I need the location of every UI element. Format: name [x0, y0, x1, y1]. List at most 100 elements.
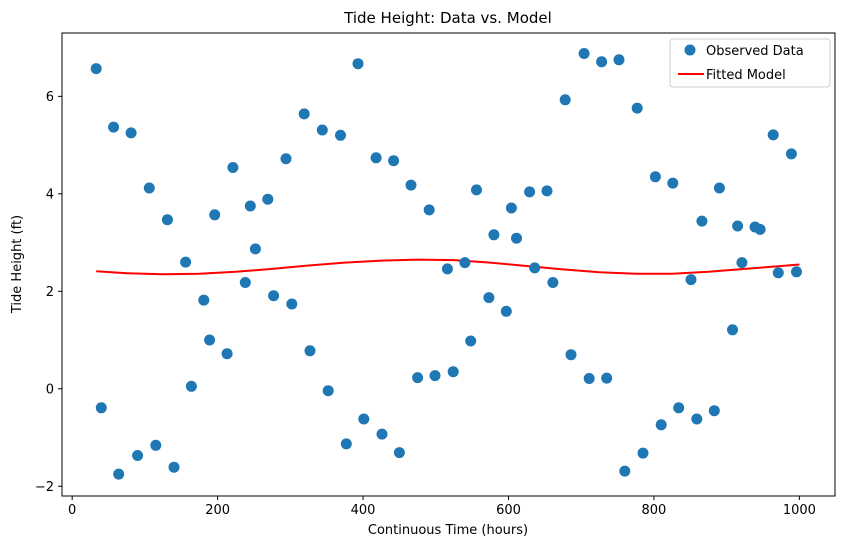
observed-data-point [198, 294, 210, 306]
observed-data-point [673, 402, 685, 414]
observed-data-point [108, 121, 120, 133]
observed-data-point [227, 162, 239, 173]
observed-data-point [732, 220, 744, 232]
observed-data-point [429, 370, 441, 382]
observed-data-point [204, 334, 216, 346]
observed-data-point [358, 413, 370, 425]
observed-data-point [239, 277, 251, 288]
observed-data-point [304, 345, 316, 357]
observed-data-point [180, 256, 192, 268]
observed-data-point [168, 461, 180, 473]
fitted-model-line [96, 258, 800, 276]
observed-data-point [655, 419, 667, 431]
observed-data-point [596, 56, 608, 68]
legend: Observed Data Fitted Model [669, 38, 831, 88]
observed-data-point [736, 257, 748, 269]
observed-data-point [412, 372, 424, 384]
observed-data-point [649, 171, 661, 183]
observed-data-point [95, 402, 107, 414]
observed-data-point [209, 209, 221, 221]
x-axis-title: Continuous Time (hours) [368, 523, 528, 538]
observed-data-point [423, 204, 435, 216]
observed-data-point [785, 148, 797, 160]
plot-frame [61, 32, 836, 497]
observed-data-point [511, 232, 522, 244]
observed-data-point [465, 335, 477, 347]
observed-data-point [185, 380, 197, 392]
observed-data-point [316, 124, 328, 136]
observed-data-point [547, 277, 559, 288]
observed-data-point [221, 348, 233, 360]
observed-data-point [376, 428, 388, 440]
observed-data-point [565, 349, 577, 361]
observed-data-point [500, 305, 512, 317]
observed-data-point [405, 179, 417, 191]
x-tick-label: 0 [68, 503, 76, 518]
observed-data-point [298, 108, 310, 120]
observed-data-point [727, 324, 738, 336]
observed-data-point [754, 223, 766, 235]
fitted-model-layer [96, 258, 800, 276]
observed-data-point [708, 405, 720, 417]
x-axis: 0 200 400 600 800 1000 [68, 496, 816, 518]
y-tick-label: 4 [46, 187, 54, 202]
observed-data-point [441, 263, 453, 275]
y-tick-label: 0 [46, 382, 54, 397]
observed-data-point [244, 200, 256, 212]
observed-data-point [370, 152, 382, 164]
observed-data-point [505, 202, 517, 214]
observed-data-point [667, 177, 679, 189]
observed-data-point [143, 182, 155, 194]
legend-box [669, 38, 831, 88]
observed-data-point [459, 257, 471, 269]
observed-data-point [583, 373, 595, 384]
observed-data-point [393, 447, 405, 459]
observed-data-point [631, 102, 643, 114]
observed-data-point [601, 372, 613, 384]
observed-points-layer [90, 48, 802, 480]
x-tick-label: 200 [205, 503, 230, 518]
observed-data-point [772, 267, 784, 279]
y-tick-label: 6 [46, 90, 54, 105]
observed-data-point [132, 450, 144, 461]
observed-data-point [524, 186, 536, 198]
observed-data-point [619, 465, 631, 477]
legend-marker-observed [684, 44, 696, 56]
observed-data-point [340, 438, 352, 450]
observed-data-point [322, 385, 334, 397]
observed-data-point [559, 94, 571, 106]
observed-data-point [691, 413, 703, 425]
observed-data-point [696, 215, 708, 227]
chart-title: Tide Height: Data vs. Model [343, 9, 552, 27]
observed-data-point [541, 185, 553, 197]
observed-data-point [286, 298, 298, 310]
observed-data-point [352, 58, 364, 70]
observed-data-point [471, 184, 482, 196]
x-tick-label: 1000 [783, 503, 816, 518]
legend-label-observed: Observed Data [706, 44, 804, 59]
observed-data-point [125, 127, 137, 139]
observed-data-point [791, 266, 802, 278]
observed-data-point [90, 63, 102, 75]
observed-data-point [262, 193, 274, 205]
observed-data-point [113, 468, 125, 480]
observed-data-point [713, 182, 725, 194]
y-tick-label: −2 [35, 480, 54, 495]
observed-data-point [150, 439, 162, 451]
observed-data-point [280, 153, 292, 165]
observed-data-point [578, 48, 590, 59]
x-tick-label: 600 [496, 503, 521, 518]
x-tick-label: 800 [642, 503, 667, 518]
observed-data-point [685, 274, 697, 286]
observed-data-point [388, 155, 400, 167]
observed-data-point [268, 290, 280, 302]
observed-data-point [488, 229, 500, 241]
x-tick-label: 400 [351, 503, 376, 518]
legend-label-model: Fitted Model [706, 68, 786, 83]
observed-data-point [161, 214, 173, 226]
y-axis: −2 0 2 4 6 [35, 90, 62, 495]
observed-data-point [483, 292, 495, 304]
y-axis-title: Tide Height (ft) [10, 215, 25, 314]
observed-data-point [637, 447, 649, 459]
